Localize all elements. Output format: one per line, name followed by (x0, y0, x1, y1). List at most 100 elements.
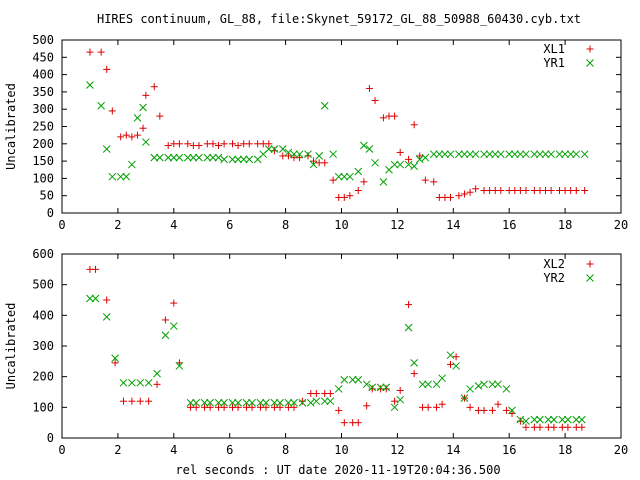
x-tick-label: 6 (226, 218, 233, 232)
data-point (536, 150, 544, 159)
data-point (564, 415, 572, 424)
data-point (354, 419, 362, 427)
legend-label: XL2 (543, 257, 565, 271)
data-point (410, 359, 419, 367)
data-point (270, 145, 279, 153)
data-point (452, 362, 460, 370)
data-point (488, 380, 497, 389)
data-point (320, 101, 329, 110)
data-point (329, 150, 337, 159)
data-point (572, 187, 580, 195)
data-point (102, 145, 111, 153)
chart-title: HIRES continuum, GL_88, file:Skynet_5917… (97, 12, 581, 26)
data-point (128, 133, 136, 141)
data-point (572, 415, 581, 424)
data-point (410, 162, 419, 171)
x-tick-label: 14 (446, 443, 460, 457)
data-point (365, 145, 374, 153)
data-point (111, 359, 119, 367)
data-point (510, 150, 519, 159)
data-point (161, 316, 169, 324)
data-point (136, 378, 145, 387)
legend-marker (586, 45, 594, 53)
data-point (195, 153, 203, 162)
data-point (320, 397, 329, 406)
data-point (220, 140, 228, 148)
data-point (541, 150, 550, 159)
x-axis-label: rel seconds : UT date 2020-11-19T20:04:3… (175, 463, 500, 477)
data-point (416, 152, 424, 160)
data-point (396, 148, 404, 156)
data-point (368, 385, 376, 393)
data-point (262, 403, 270, 411)
y-tick-label: 450 (32, 50, 54, 64)
data-point (122, 131, 130, 139)
data-point (404, 160, 413, 169)
y-axis-label: Uncalibrated (4, 83, 18, 170)
x-tick-label: 14 (446, 218, 460, 232)
x-tick-label: 18 (558, 218, 572, 232)
legend-label: XL1 (543, 42, 565, 56)
data-point (175, 153, 184, 162)
x-tick-label: 16 (502, 218, 516, 232)
data-point (480, 150, 488, 159)
data-point (214, 398, 223, 407)
y-tick-label: 0 (47, 206, 54, 220)
data-point (502, 385, 511, 393)
data-point (86, 294, 94, 303)
data-point (432, 380, 441, 389)
data-point (290, 398, 298, 407)
data-point (220, 403, 228, 411)
y-tick-label: 50 (40, 189, 54, 203)
data-point (155, 153, 164, 162)
data-point (346, 172, 354, 181)
data-point (346, 192, 354, 200)
legend-label: YR2 (543, 271, 565, 285)
data-point (396, 160, 405, 169)
x-tick-label: 6 (226, 443, 233, 457)
data-point (310, 157, 318, 165)
data-point (228, 398, 237, 407)
data-point (203, 153, 212, 162)
data-point (276, 398, 284, 407)
x-tick-label: 4 (170, 218, 177, 232)
data-point (128, 378, 136, 387)
data-point (245, 155, 254, 164)
x-tick-label: 18 (558, 443, 572, 457)
data-point (447, 360, 455, 368)
x-tick-label: 20 (614, 218, 628, 232)
data-point (306, 398, 315, 407)
data-point (334, 172, 343, 181)
data-point (455, 150, 463, 159)
data-point (371, 97, 379, 105)
data-point (441, 150, 449, 159)
x-tick-label: 10 (334, 443, 348, 457)
data-point (365, 84, 373, 92)
data-point (150, 83, 158, 91)
data-point (561, 150, 569, 159)
data-point (544, 415, 553, 424)
y-tick-label: 200 (32, 370, 54, 384)
y-axis-label: Uncalibrated (4, 303, 18, 390)
data-point (446, 351, 455, 360)
data-point (309, 160, 318, 169)
data-point (360, 178, 368, 186)
data-point (119, 378, 128, 387)
data-point (153, 369, 161, 378)
data-point (284, 398, 293, 407)
data-point (396, 395, 405, 404)
data-point (92, 265, 100, 273)
data-point (108, 107, 116, 115)
data-point (460, 150, 469, 159)
data-point (215, 142, 223, 150)
data-point (566, 150, 575, 159)
data-point (156, 112, 164, 120)
data-point (183, 153, 192, 162)
data-point (421, 153, 430, 162)
data-point (555, 150, 564, 159)
data-point (86, 48, 94, 56)
data-point (447, 193, 455, 201)
data-point (474, 382, 483, 390)
data-point (128, 397, 136, 405)
data-point (169, 322, 178, 330)
